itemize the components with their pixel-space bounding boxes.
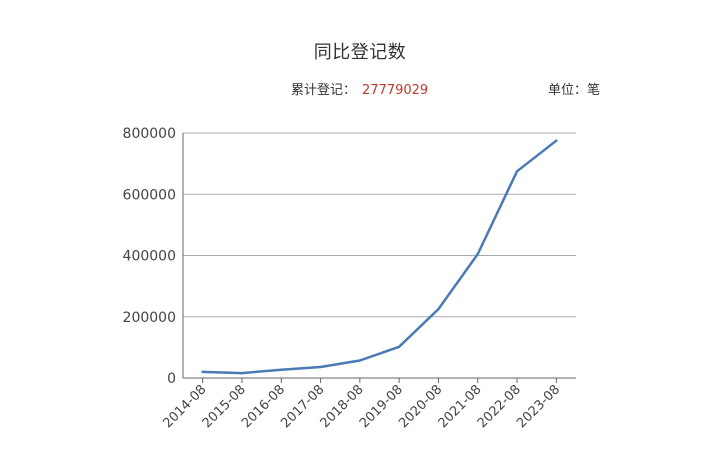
data-point [280,368,283,371]
unit-label: 单位：笔 [548,83,601,98]
total-label: 累计登记： [291,83,357,98]
data-point [437,307,440,311]
y-tick-label: 800000 [123,126,176,142]
x-tick-label: 2023-08 [514,382,563,431]
y-tick-label: 0 [167,371,176,387]
data-point [397,345,401,348]
y-tick-label: 600000 [123,187,176,203]
data-point [515,170,519,173]
data-point [358,359,362,362]
y-tick-label: 400000 [123,249,176,265]
data-point [555,139,558,142]
series-line [201,139,558,375]
total-registrations: 累计登记： 27779029 [291,79,428,98]
total-value: 27779029 [362,83,429,98]
chart-title: 同比登记数 [313,42,407,63]
data-point [201,370,204,374]
data-point [476,252,479,256]
data-point [240,371,244,375]
y-tick-label: 200000 [123,310,176,326]
data-point [319,365,322,369]
